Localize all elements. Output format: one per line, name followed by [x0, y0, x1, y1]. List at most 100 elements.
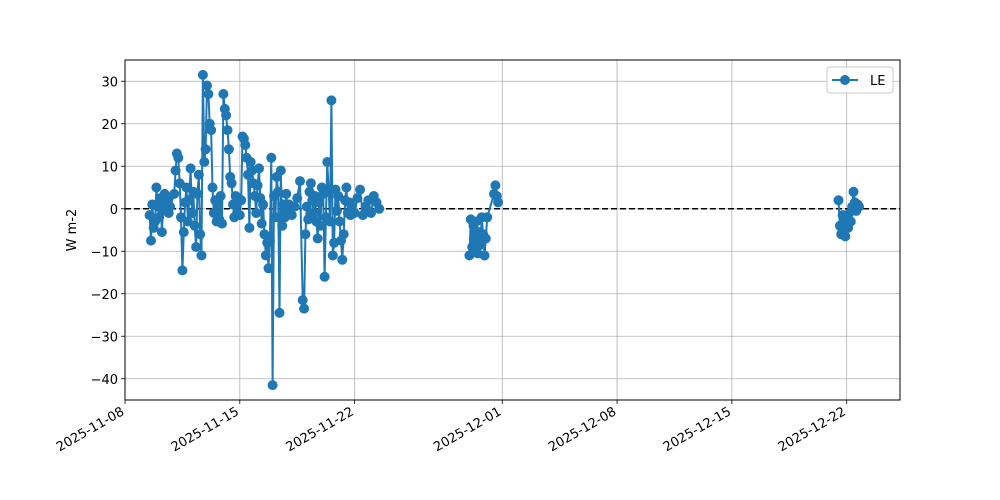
data-point	[200, 144, 211, 155]
data-point	[349, 208, 360, 218]
data-point	[151, 182, 162, 193]
data-point	[493, 197, 504, 208]
data-point	[244, 222, 255, 233]
data-point	[479, 250, 490, 261]
data-point	[240, 140, 251, 150]
data-point	[331, 205, 342, 216]
data-point	[146, 235, 156, 246]
data-point	[236, 195, 247, 206]
data-point	[170, 165, 181, 176]
data-point	[275, 165, 286, 176]
data-point	[218, 89, 229, 99]
legend-point-marker	[840, 75, 850, 85]
data-point	[267, 380, 278, 391]
data-point	[185, 163, 196, 174]
data-point	[338, 229, 349, 240]
data-point	[341, 182, 352, 193]
data-point	[334, 216, 345, 227]
data-point	[277, 220, 288, 231]
data-point	[854, 201, 864, 212]
data-point	[251, 208, 262, 218]
data-point	[178, 227, 189, 238]
data-point	[845, 216, 856, 227]
data-point	[264, 235, 275, 246]
data-point	[195, 229, 206, 240]
data-point	[252, 180, 263, 191]
data-point	[234, 210, 245, 221]
data-point	[319, 271, 330, 282]
data-point	[266, 152, 277, 163]
x-tick-label: 2025-12-15	[661, 404, 734, 455]
data-point	[300, 229, 311, 240]
x-tick-label: 2025-11-15	[169, 404, 242, 455]
data-point	[193, 169, 204, 180]
y-tick-label: −20	[91, 288, 118, 303]
data-point	[299, 303, 310, 314]
data-point	[289, 201, 300, 212]
data-point	[357, 210, 368, 221]
data-point	[184, 195, 195, 206]
data-point	[297, 295, 308, 306]
data-point	[169, 188, 180, 199]
data-point	[196, 250, 207, 261]
data-point	[325, 216, 335, 227]
data-point	[177, 265, 188, 276]
data-point	[263, 263, 274, 274]
plot-frame	[124, 59, 901, 401]
grid-layer	[124, 60, 900, 400]
data-point	[326, 95, 337, 106]
y-tick-label: −40	[91, 373, 118, 388]
data-point	[312, 233, 323, 244]
data-point	[212, 199, 223, 210]
data-point	[480, 233, 491, 244]
data-point	[281, 188, 292, 199]
data-point	[308, 208, 319, 218]
data-point	[305, 178, 316, 189]
data-point	[199, 157, 210, 167]
y-axis-label: W m-2	[65, 209, 80, 252]
data-point	[202, 80, 212, 91]
x-tick-label: 2025-12-22	[776, 404, 849, 455]
data-point	[274, 307, 285, 318]
data-point	[464, 250, 475, 261]
data-point	[270, 212, 281, 223]
tick-layer: 2025-11-08 2025-11-15 2025-11-22 2025-12-01…	[54, 75, 849, 455]
series-layer	[144, 69, 864, 391]
data-point	[352, 193, 363, 204]
data-point	[189, 220, 200, 231]
y-tick-label: 10	[101, 160, 118, 175]
data-point	[191, 242, 202, 252]
data-point	[848, 186, 859, 197]
data-point	[203, 89, 214, 99]
data-point	[226, 178, 237, 189]
data-point	[258, 199, 269, 210]
y-tick-label: 20	[101, 118, 118, 133]
x-tick-label: 2025-12-01	[431, 404, 504, 455]
data-point	[223, 144, 234, 155]
data-point	[154, 212, 165, 223]
data-point	[327, 250, 338, 261]
y-tick-label: −10	[91, 245, 118, 260]
data-point	[256, 218, 267, 229]
data-point	[217, 218, 227, 229]
data-point	[366, 208, 376, 218]
data-point	[192, 188, 203, 199]
y-tick-label: 30	[101, 75, 118, 90]
x-tick-label: 2025-12-08	[546, 404, 619, 455]
legend-box	[826, 66, 894, 94]
legend-label: LE	[870, 74, 885, 89]
data-point	[187, 208, 197, 218]
data-point	[337, 254, 348, 265]
y-tick-label: −30	[91, 330, 118, 345]
series-line	[148, 73, 381, 387]
data-point	[482, 212, 493, 223]
data-point	[315, 220, 326, 231]
y-tick-label: 0	[110, 203, 118, 218]
data-point	[254, 163, 264, 174]
data-point	[173, 152, 184, 163]
x-tick-label: 2025-11-08	[54, 404, 127, 455]
data-point	[221, 110, 232, 121]
data-point	[292, 193, 303, 204]
data-point	[245, 157, 256, 167]
